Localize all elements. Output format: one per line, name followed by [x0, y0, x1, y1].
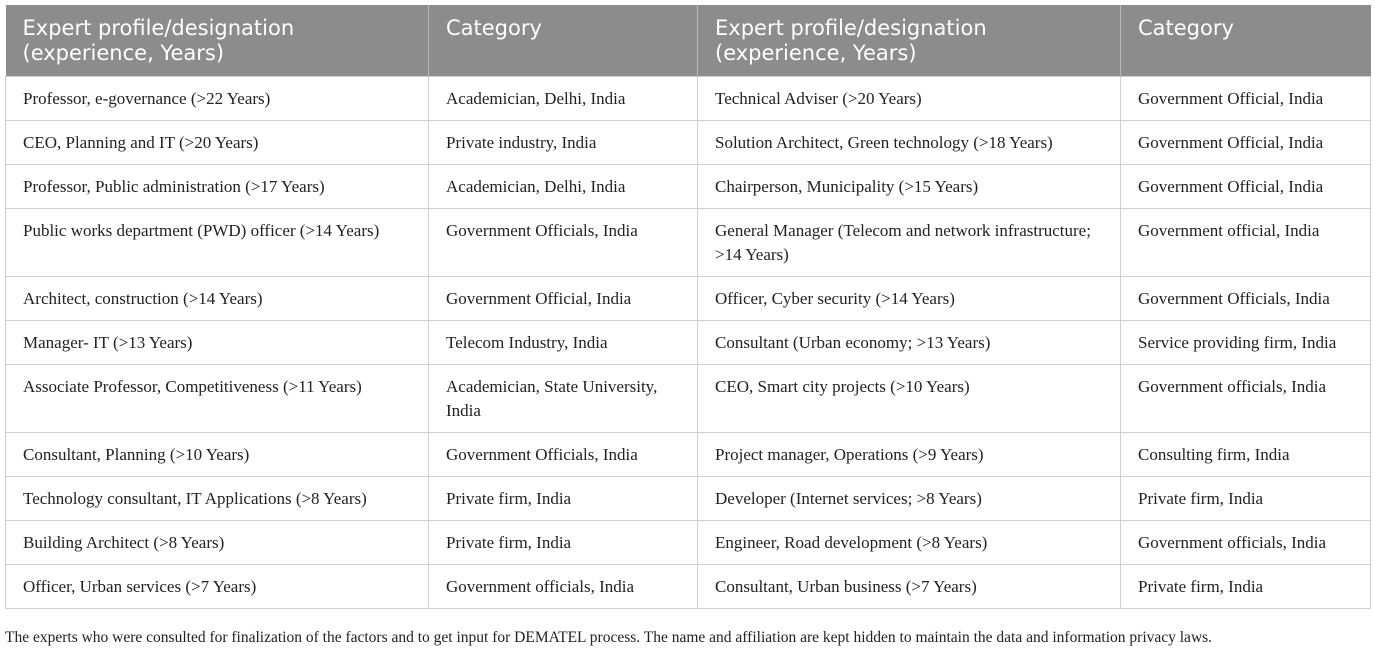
table-cell: Government Official, India — [1120, 120, 1371, 165]
table-cell: Academician, Delhi, India — [428, 76, 698, 121]
table-cell: Public works department (PWD) officer (>… — [5, 208, 429, 277]
table-cell: Government Officials, India — [428, 432, 698, 477]
table-cell: Building Architect (>8 Years) — [5, 520, 429, 565]
table-cell: Private firm, India — [428, 476, 698, 521]
table-cell: Private firm, India — [1120, 476, 1371, 521]
table-row: Technology consultant, IT Applications (… — [5, 476, 1371, 521]
table-cell: Government officials, India — [1120, 364, 1371, 433]
table-cell: Architect, construction (>14 Years) — [5, 276, 429, 321]
table-cell: Consultant (Urban economy; >13 Years) — [697, 320, 1121, 365]
experts-table: Expert profile/designation (experience, … — [5, 5, 1371, 609]
table-row: CEO, Planning and IT (>20 Years) Private … — [5, 120, 1371, 165]
table-cell: Professor, e-governance (>22 Years) — [5, 76, 429, 121]
table-row: Architect, construction (>14 Years) Gover… — [5, 276, 1371, 321]
table-cell: Technical Adviser (>20 Years) — [697, 76, 1121, 121]
table-cell: Professor, Public administration (>17 Ye… — [5, 164, 429, 209]
table-cell: Associate Professor, Competitiveness (>1… — [5, 364, 429, 433]
table-cell: Consultant, Planning (>10 Years) — [5, 432, 429, 477]
table-cell: Government officials, India — [428, 564, 698, 609]
table-cell: Government Officials, India — [1120, 276, 1371, 321]
table-cell: Private industry, India — [428, 120, 698, 165]
table-cell: Project manager, Operations (>9 Years) — [697, 432, 1121, 477]
header-cell: Expert profile/designation (experience, … — [5, 5, 429, 77]
table-row: Professor, e-governance (>22 Years) Acade… — [5, 76, 1371, 121]
table-cell: Chairperson, Municipality (>15 Years) — [697, 164, 1121, 209]
table-cell: Government official, India — [1120, 208, 1371, 277]
table-row: Manager- IT (>13 Years) Telecom Industry,… — [5, 320, 1371, 365]
header-cell: Expert profile/designation (experience, … — [697, 5, 1121, 77]
table-cell: Government Official, India — [428, 276, 698, 321]
table-cell: Manager- IT (>13 Years) — [5, 320, 429, 365]
table-cell: Technology consultant, IT Applications (… — [5, 476, 429, 521]
table-row: Consultant, Planning (>10 Years) Governme… — [5, 432, 1371, 477]
table-row: Building Architect (>8 Years) Private fir… — [5, 520, 1371, 565]
footnote: The experts who were consulted for final… — [5, 629, 1213, 646]
header-row: Expert profile/designation (experience, … — [5, 5, 1371, 77]
table-row: Professor, Public administration (>17 Ye… — [5, 164, 1371, 209]
table-cell: Private firm, India — [1120, 564, 1371, 609]
table-cell: Government officials, India — [1120, 520, 1371, 565]
table-row: Associate Professor, Competitiveness (>1… — [5, 364, 1371, 433]
table-cell: Developer (Internet services; >8 Years) — [697, 476, 1121, 521]
table-cell: Consulting firm, India — [1120, 432, 1371, 477]
table-cell: CEO, Smart city projects (>10 Years) — [697, 364, 1121, 433]
table-cell: General Manager (Telecom and network inf… — [697, 208, 1121, 277]
table-cell: Academician, Delhi, India — [428, 164, 698, 209]
table-cell: Private firm, India — [428, 520, 698, 565]
table-cell: Consultant, Urban business (>7 Years) — [697, 564, 1121, 609]
table-cell: Government Official, India — [1120, 76, 1371, 121]
table-row: Public works department (PWD) officer (>… — [5, 208, 1371, 277]
header-cell: Category — [428, 5, 698, 77]
table-cell: Telecom Industry, India — [428, 320, 698, 365]
table-cell: Service providing firm, India — [1120, 320, 1371, 365]
table-cell: Officer, Urban services (>7 Years) — [5, 564, 429, 609]
header-cell: Category — [1120, 5, 1371, 77]
table-body: Professor, e-governance (>22 Years) Acade… — [5, 76, 1371, 609]
table-cell: Government Officials, India — [428, 208, 698, 277]
table-row: Officer, Urban services (>7 Years) Govern… — [5, 564, 1371, 609]
table-cell: CEO, Planning and IT (>20 Years) — [5, 120, 429, 165]
table-cell: Government Official, India — [1120, 164, 1371, 209]
table-cell: Solution Architect, Green technology (>1… — [697, 120, 1121, 165]
table-cell: Officer, Cyber security (>14 Years) — [697, 276, 1121, 321]
table-cell: Academician, State University, India — [428, 364, 698, 433]
table-cell: Engineer, Road development (>8 Years) — [697, 520, 1121, 565]
